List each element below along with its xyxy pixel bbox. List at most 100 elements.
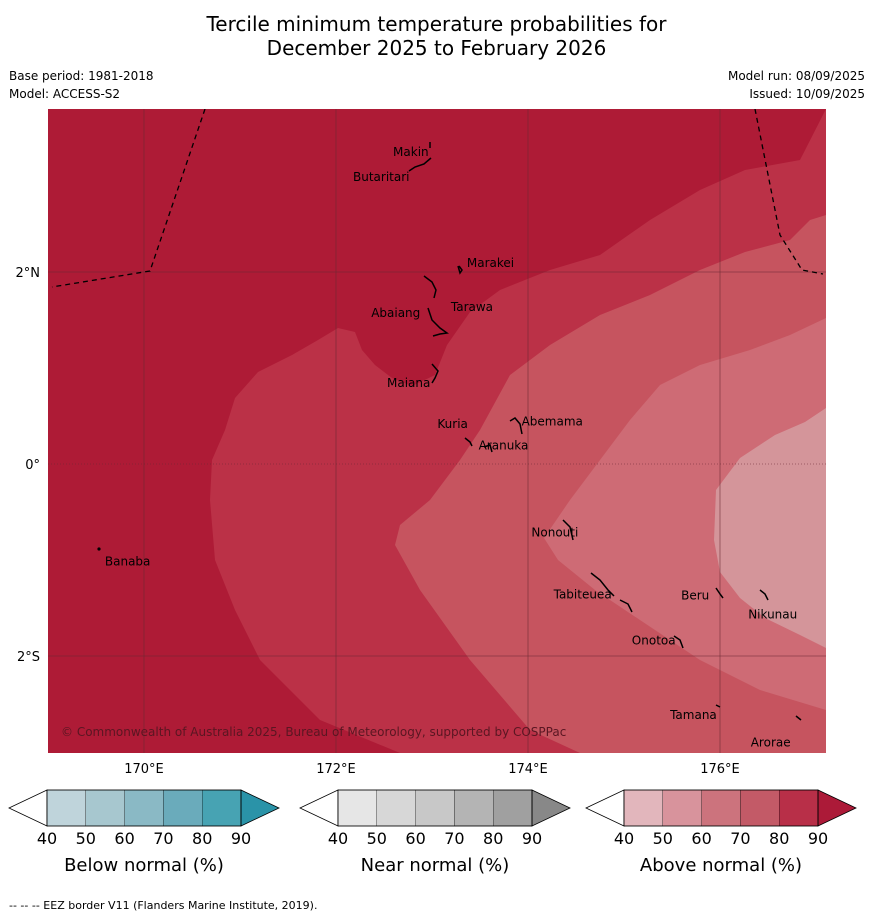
place-label-aranuka: Aranuka (479, 439, 529, 453)
colorbar-extend-low (299, 789, 339, 827)
island-aranuka (483, 444, 493, 453)
island-kuria (464, 437, 473, 447)
colorbar-tick-label: 80 (769, 829, 789, 848)
colorbar-tick-label: 40 (328, 829, 348, 848)
colorbar-tick-label: 40 (37, 829, 57, 848)
place-labels: Makin Butaritari Marakei Abaiang Tarawa Maian… (105, 145, 797, 749)
colorbar-extend-low (585, 789, 625, 827)
colorbar-segment (124, 789, 164, 827)
colorbar-title: Near normal (%) (361, 855, 510, 876)
model-name: Model: ACCESS-S2 (9, 87, 121, 101)
place-label-tarawa: Tarawa (450, 300, 493, 314)
colorbar-tick-label: 60 (405, 829, 425, 848)
colorbar-3: 40 50 60 70 80 90 Above normal (%) (585, 789, 857, 876)
colorbar-title: Above normal (%) (640, 855, 802, 876)
place-label-butaritari: Butaritari (353, 170, 410, 184)
colorbar-tick-label: 70 (730, 829, 750, 848)
colorbar-extend-high (817, 789, 857, 827)
colorbar-tick-label: 50 (76, 829, 96, 848)
place-label-tamana: Tamana (669, 708, 717, 722)
island-nonouti (562, 519, 574, 541)
place-label-abaiang: Abaiang (371, 306, 420, 320)
colorbar-tick-label: 60 (691, 829, 711, 848)
island-tabiteuea (590, 572, 633, 613)
island-maiana (431, 363, 439, 384)
colorbar-2: 40 50 60 70 80 90 Near normal (%) (299, 789, 571, 876)
place-label-makin: Makin (393, 145, 429, 159)
island-abemama (509, 417, 523, 435)
colorbar-segment (779, 789, 819, 827)
place-label-onotoa: Onotoa (632, 634, 676, 648)
eez-footnote: -- -- -- EEZ border V11 (Flanders Marine… (9, 899, 318, 912)
lon-tick-label: 176°E (700, 762, 740, 777)
colorbar-tick-label: 50 (367, 829, 387, 848)
colorbar-segment (662, 789, 702, 827)
colorbar-tick-label: 90 (231, 829, 251, 848)
place-label-nonouti: Nonouti (531, 525, 578, 539)
colorbar-tick-label: 60 (114, 829, 134, 848)
colorbar-segment (701, 789, 741, 827)
colorbar-tick-label: 70 (153, 829, 173, 848)
colorbar-segment (740, 789, 780, 827)
place-label-nikunau: Nikunau (748, 608, 797, 622)
colorbar-segment (376, 789, 416, 827)
band-above-60 (544, 318, 826, 710)
title-line-2: December 2025 to February 2026 (266, 36, 607, 60)
place-label-kuria: Kuria (437, 417, 468, 431)
colorbar-segment (46, 789, 86, 827)
eez-border-west (51, 109, 206, 288)
meta-right: Model run: 08/09/2025 Issued: 10/09/2025 (728, 67, 865, 103)
island-butaritari (408, 157, 432, 172)
colorbar-tick-label: 90 (808, 829, 828, 848)
colorbar-segment (454, 789, 494, 827)
colorbar-tick-label: 70 (444, 829, 464, 848)
island-outlines (97, 142, 802, 721)
colorbar-segment (337, 789, 377, 827)
probability-shading (48, 109, 826, 753)
island-beru (715, 587, 724, 599)
colorbar-1: 40 50 60 70 80 90 Below normal (%) (8, 789, 280, 876)
island-arorae (795, 715, 802, 721)
island-nikunau (759, 589, 769, 601)
band-above-50 (714, 408, 826, 648)
place-label-banaba: Banaba (105, 555, 151, 569)
colorbar-segment (415, 789, 455, 827)
colorbar-segment (85, 789, 125, 827)
colorbar-frame (46, 789, 242, 827)
place-label-arorae: Arorae (751, 735, 791, 749)
colorbars: 40 50 60 70 80 90 Below normal (%) 40 50 60 70 80 90… (8, 789, 857, 876)
colorbar-segment (623, 789, 663, 827)
colorbar-segment (202, 789, 242, 827)
colorbar-title: Below normal (%) (64, 855, 224, 876)
place-label-abemama: Abemama (522, 415, 583, 429)
colorbar-extend-low (8, 789, 48, 827)
colorbar-frame (337, 789, 533, 827)
place-label-maiana: Maiana (387, 376, 430, 390)
island-onotoa (673, 635, 684, 649)
lon-tick-label: 172°E (316, 762, 356, 777)
lon-tick-label: 170°E (124, 762, 164, 777)
model-run: Model run: 08/09/2025 (727, 69, 865, 83)
island-banaba (97, 547, 101, 551)
lat-tick-label: 0° (25, 458, 40, 473)
colorbar-tick-label: 80 (192, 829, 212, 848)
map-figure: Makin Butaritari Marakei Abaiang Tarawa Maian… (8, 109, 857, 876)
colorbar-frame (623, 789, 819, 827)
eez-borders (51, 109, 824, 288)
place-label-marakei: Marakei (467, 256, 514, 270)
copyright-notice: © Commonwealth of Australia 2025, Bureau… (61, 725, 566, 739)
lat-tick-label: 2°S (17, 650, 40, 665)
colorbar-tick-label: 80 (483, 829, 503, 848)
lat-tick-label: 2°N (16, 266, 41, 281)
colorbar-tick-label: 90 (522, 829, 542, 848)
meta-left: Base period: 1981-2018 Model: ACCESS-S2 (9, 67, 154, 103)
island-tarawa (427, 307, 449, 337)
place-label-beru: Beru (681, 589, 709, 603)
colorbar-extend-high (531, 789, 571, 827)
colorbar-tick-label: 40 (614, 829, 634, 848)
base-period: Base period: 1981-2018 (9, 69, 154, 83)
colorbar-segment (163, 789, 203, 827)
island-marakei (457, 265, 463, 275)
axis-labels: 170°E 172°E 174°E 176°E 2°N 0° 2°S (16, 266, 740, 777)
place-label-tabiteuea: Tabiteuea (553, 588, 612, 602)
